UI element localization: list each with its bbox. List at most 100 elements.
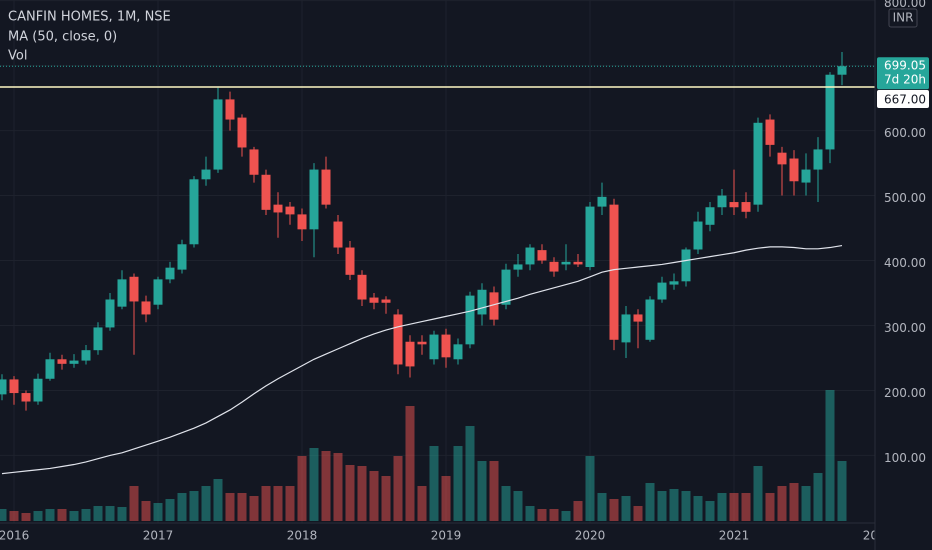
candle-body (189, 179, 199, 245)
volume-bar (273, 486, 283, 521)
currency-box (888, 8, 918, 28)
candle-body (777, 152, 787, 165)
volume-bar (585, 456, 595, 521)
y-tick-label: 800.00 (884, 0, 926, 10)
candle-body (489, 292, 499, 320)
volume-bar (657, 491, 667, 521)
volume-bar (837, 461, 847, 521)
volume-bar (141, 501, 151, 521)
volume-bar (741, 493, 751, 521)
volume-bar (321, 451, 331, 521)
candle-body (237, 117, 247, 148)
volume-bar (777, 486, 787, 521)
volume-bar (117, 507, 127, 521)
volume-bar (165, 499, 175, 521)
candle-body (549, 261, 559, 272)
candle-body (165, 267, 175, 280)
indicator-label: Vol (8, 49, 27, 64)
indicator-label: MA (50, close, 0) (8, 30, 117, 45)
volume-bar (513, 491, 523, 521)
volume-bar (153, 503, 163, 521)
candle-body (825, 74, 835, 150)
candle-body (9, 379, 19, 394)
level-tag-label: 667.00 (884, 93, 926, 107)
candle-body (369, 297, 379, 303)
candle-body (357, 274, 367, 300)
x-tick-label: 2019 (431, 529, 462, 543)
candle-body (285, 206, 295, 215)
y-tick-label: 600.00 (884, 126, 926, 140)
volume-bar (789, 483, 799, 521)
volume-bar (285, 486, 295, 521)
candle-body (465, 295, 475, 345)
candle-body (297, 214, 307, 230)
y-tick-label: 200.00 (884, 386, 926, 400)
volume-bar (105, 506, 115, 521)
volume-bar (537, 509, 547, 521)
candle-body (513, 264, 523, 270)
volume-bar (621, 496, 631, 521)
candle-body (669, 281, 679, 285)
candle-body (765, 119, 775, 145)
volume-bar (813, 473, 823, 521)
volume-bar (249, 496, 259, 521)
last-price-tag (877, 57, 929, 90)
volume-bar (477, 461, 487, 521)
volume-bar (237, 493, 247, 521)
x-tick-label: 2020 (575, 529, 606, 543)
candle-body (813, 149, 823, 170)
volume-bar (525, 506, 535, 521)
candle-body (729, 202, 739, 208)
candle-body (129, 276, 139, 302)
candle-body (705, 207, 715, 225)
candle-body (417, 341, 427, 345)
volume-bar (465, 426, 475, 521)
candle-body (69, 360, 79, 364)
candle-body (201, 169, 211, 180)
volume-bar (345, 465, 355, 521)
volume-bar (801, 486, 811, 521)
volume-bar (609, 499, 619, 521)
candle-body (537, 250, 547, 261)
volume-bar (693, 496, 703, 521)
candle-body (453, 344, 463, 360)
volume-bar (597, 493, 607, 521)
candle-body (33, 378, 43, 402)
volume-bar (69, 511, 79, 521)
candle-body (561, 261, 571, 265)
volume-bar (9, 511, 19, 521)
candle-body (225, 99, 235, 120)
candle-body (633, 314, 643, 322)
volume-bar (189, 491, 199, 521)
candle-body (345, 247, 355, 275)
candle-body (657, 282, 667, 300)
candle-body (753, 122, 763, 205)
volume-bar (669, 489, 679, 521)
candle-body (501, 269, 511, 305)
candle-body (393, 314, 403, 365)
candle-body (57, 359, 67, 364)
candle-body (105, 299, 115, 328)
candle-body (681, 249, 691, 282)
candle-body (405, 341, 415, 367)
volume-bar (705, 501, 715, 521)
candle-body (741, 202, 751, 212)
volume-bar (501, 486, 511, 521)
volume-bar (21, 513, 31, 521)
candle-body (645, 299, 655, 340)
candle-body (261, 174, 271, 210)
plot-area (0, 0, 875, 523)
candle-body (117, 279, 127, 307)
candle-body (45, 359, 55, 379)
candle-body (477, 289, 487, 315)
candle-body (789, 158, 799, 182)
volume-bar (201, 486, 211, 521)
volume-bar (417, 486, 427, 521)
x-tick-label: 2017 (143, 529, 174, 543)
volume-bar (825, 390, 835, 521)
currency-label: INR (893, 11, 914, 25)
volume-bar (297, 456, 307, 521)
volume-bar (309, 448, 319, 521)
moving-average-line (1, 244, 843, 475)
x-tick-label: 2018 (287, 529, 318, 543)
